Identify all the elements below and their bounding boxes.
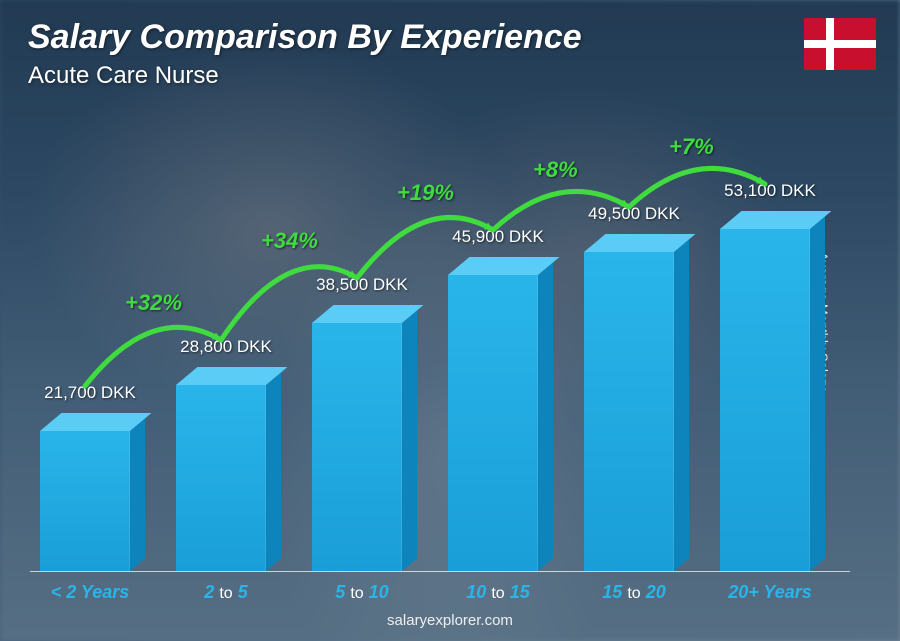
baseline xyxy=(30,571,850,572)
bar-category-label: 20+ Years xyxy=(700,582,840,603)
chart-subtitle: Acute Care Nurse xyxy=(28,62,219,90)
bar-chart: 21,700 DKK< 2 Years28,800 DKK2 to 538,50… xyxy=(30,120,850,571)
footer-attribution: salaryexplorer.com xyxy=(0,612,900,629)
growth-percent-label: +7% xyxy=(669,134,714,160)
growth-arc xyxy=(30,120,850,571)
bar-category-label: 15 to 20 xyxy=(564,582,704,603)
bar-category-label: 10 to 15 xyxy=(428,582,568,603)
chart-title: Salary Comparison By Experience xyxy=(28,18,582,57)
root: Salary Comparison By Experience Acute Ca… xyxy=(0,0,900,641)
bar-category-label: 5 to 10 xyxy=(292,582,432,603)
bar-category-label: 2 to 5 xyxy=(156,582,296,603)
flag-denmark-icon xyxy=(804,18,876,70)
bar-category-label: < 2 Years xyxy=(20,582,160,603)
